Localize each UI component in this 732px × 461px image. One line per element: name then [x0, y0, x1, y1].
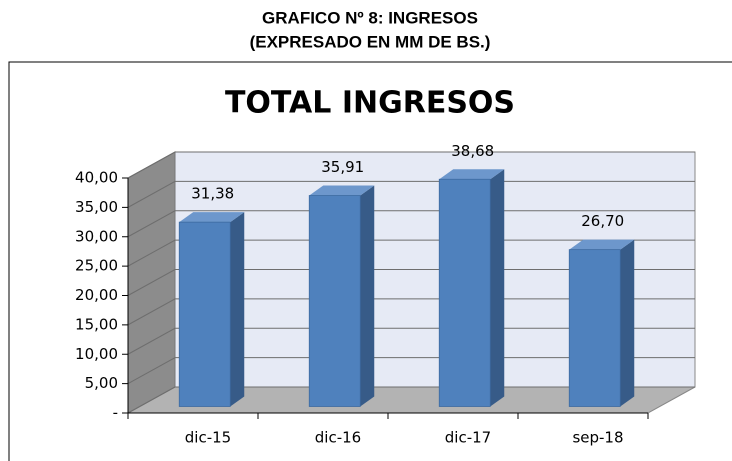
bar: [308, 195, 361, 407]
grid-line: [127, 269, 695, 296]
grid-line: [127, 210, 695, 238]
y-tick-label: 30,00: [75, 227, 118, 245]
grid-line: [127, 180, 695, 208]
bar: [438, 178, 491, 407]
heading: GRAFICO Nº 8: INGRESOS: [262, 8, 478, 27]
bar: [568, 249, 621, 407]
x-tick-label: sep-18: [572, 429, 623, 447]
y-tick-label: 5,00: [85, 374, 118, 392]
bar-top: [309, 185, 375, 196]
y-tick-label: 20,00: [75, 286, 118, 304]
bar-top: [439, 169, 505, 180]
data-label: 35,91: [321, 158, 364, 176]
heading: (EXPRESADO EN MM DE BS.): [250, 32, 491, 51]
data-label: 38,68: [451, 142, 494, 160]
grid-line: [127, 357, 695, 385]
bar-side: [490, 169, 505, 407]
bar-top: [179, 212, 245, 223]
bar: [178, 221, 231, 407]
bar-side: [620, 239, 635, 407]
chart-frame: [8, 61, 732, 461]
chart-title: TOTAL INGRESOS: [225, 86, 515, 121]
y-tick-label: 35,00: [75, 198, 118, 216]
data-label: 31,38: [191, 185, 234, 203]
grid-line: [127, 327, 695, 355]
y-tick-label: 40,00: [75, 169, 118, 187]
x-tick-label: dic-16: [315, 429, 361, 447]
x-tick-label: dic-15: [185, 429, 231, 447]
y-tick-label: 25,00: [75, 257, 118, 275]
data-label: 26,70: [581, 212, 624, 230]
bar-side: [360, 185, 375, 407]
bar-top: [569, 239, 635, 250]
grid-line: [127, 151, 695, 179]
y-tick-label: 15,00: [75, 315, 118, 333]
grid-line: [127, 298, 695, 326]
x-tick-label: dic-17: [445, 429, 491, 447]
y-tick-label: 10,00: [75, 345, 118, 363]
bar-side: [230, 212, 245, 407]
grid-line: [127, 239, 695, 267]
y-tick-label: -: [113, 404, 118, 422]
grid-line: [127, 386, 695, 414]
